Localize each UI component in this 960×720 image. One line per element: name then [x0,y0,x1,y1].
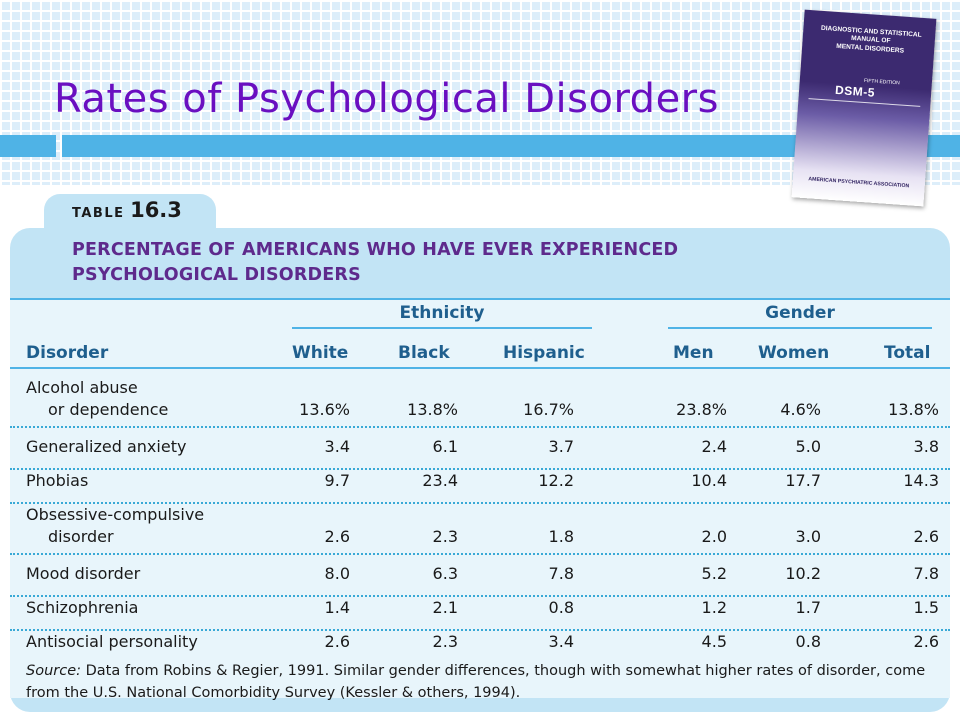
row-label-continued: disorder [48,527,114,546]
table-cell: 0.8 [795,632,821,651]
table-cell: 2.0 [701,527,727,546]
table-number: TABLE 16.3 [72,198,182,222]
row-label: Antisocial personality [26,632,198,651]
accent-bar-left [0,135,56,157]
table-cell: 2.3 [432,527,458,546]
table-cell: 8.0 [324,564,350,583]
row-label: Phobias [26,471,89,490]
table-cell: 3.7 [548,437,574,456]
row-separator [10,595,950,597]
table-cell: 1.4 [324,598,350,617]
row-label: Schizophrenia [26,598,139,617]
row-separator [10,502,950,504]
book-cover: DIAGNOSTIC AND STATISTICAL MANUAL OF MEN… [791,9,937,207]
slide-title: Rates of Psychological Disorders [54,76,719,122]
table-cell: 5.2 [701,564,727,583]
table-cell: 3.4 [324,437,350,456]
table-cell: 16.7% [523,400,574,419]
table-cell: 9.7 [324,471,350,490]
row-separator [10,629,950,631]
table-cell: 2.6 [913,632,939,651]
group-header-gender: Gender [765,303,835,323]
dsm5-book-cover-image: DIAGNOSTIC AND STATISTICAL MANUAL OF MEN… [784,8,944,208]
book-short-title: DSM-5 [834,82,876,100]
row-label: Alcohol abuse [26,378,138,397]
column-header-disorder: Disorder [26,343,109,363]
table-body [10,298,950,698]
column-header-hispanic: Hispanic [503,343,585,363]
table-heading: PERCENTAGE OF AMERICANS WHO HAVE EVER EX… [72,240,679,285]
table-cell: 1.8 [548,527,574,546]
table-cell: 2.4 [701,437,727,456]
column-header-white: White [292,343,349,363]
column-header-black: Black [398,343,450,363]
table-cell: 4.6% [780,400,821,419]
row-label: Mood disorder [26,564,141,583]
table-cell: 13.8% [888,400,939,419]
group-rule-ethnicity [292,327,592,329]
group-rule-gender [668,327,932,329]
book-rule [808,98,921,107]
row-separator [10,426,950,428]
table-cell: 2.3 [432,632,458,651]
book-publisher: AMERICAN PSYCHIATRIC ASSOCIATION [808,176,910,190]
column-header-men: Men [673,343,714,363]
table-cell: 2.1 [432,598,458,617]
table-cell: 23.8% [676,400,727,419]
table-cell: 1.2 [701,598,727,617]
row-label: Generalized anxiety [26,437,187,456]
table-cell: 10.2 [785,564,821,583]
table-cell: 17.7 [785,471,821,490]
book-title: DIAGNOSTIC AND STATISTICAL MANUAL OF MEN… [820,24,922,55]
table-cell: 1.7 [795,598,821,617]
table-tab [44,194,216,234]
column-header-total: Total [884,343,931,363]
table-cell: 7.8 [913,564,939,583]
table-header-rule [10,367,950,369]
table-cell: 6.3 [432,564,458,583]
table-cell: 2.6 [324,527,350,546]
accent-bar-right [62,135,960,157]
row-label: Obsessive-compulsive [26,505,205,524]
table-cell: 2.6 [324,632,350,651]
table-cell: 3.8 [913,437,939,456]
table-cell: 13.6% [299,400,350,419]
table-cell: 2.6 [913,527,939,546]
table-cell: 4.5 [701,632,727,651]
table-cell: 23.4 [422,471,458,490]
column-header-women: Women [758,343,830,363]
table-cell: 6.1 [432,437,458,456]
table-source-note: Source: Data from Robins & Regier, 1991.… [26,663,926,701]
table-cell: 7.8 [548,564,574,583]
row-separator [10,468,950,470]
table-cell: 1.5 [913,598,939,617]
table-cell: 0.8 [548,598,574,617]
table-cell: 13.8% [407,400,458,419]
table-cell: 3.0 [795,527,821,546]
table-cell: 5.0 [795,437,821,456]
table-cell: 3.4 [548,632,574,651]
table-cell: 12.2 [538,471,574,490]
table-cell: 14.3 [903,471,939,490]
row-separator [10,553,950,555]
table-cell: 10.4 [691,471,727,490]
table-top-rule [10,298,950,300]
group-header-ethnicity: Ethnicity [399,303,485,323]
row-label-continued: or dependence [48,400,169,419]
